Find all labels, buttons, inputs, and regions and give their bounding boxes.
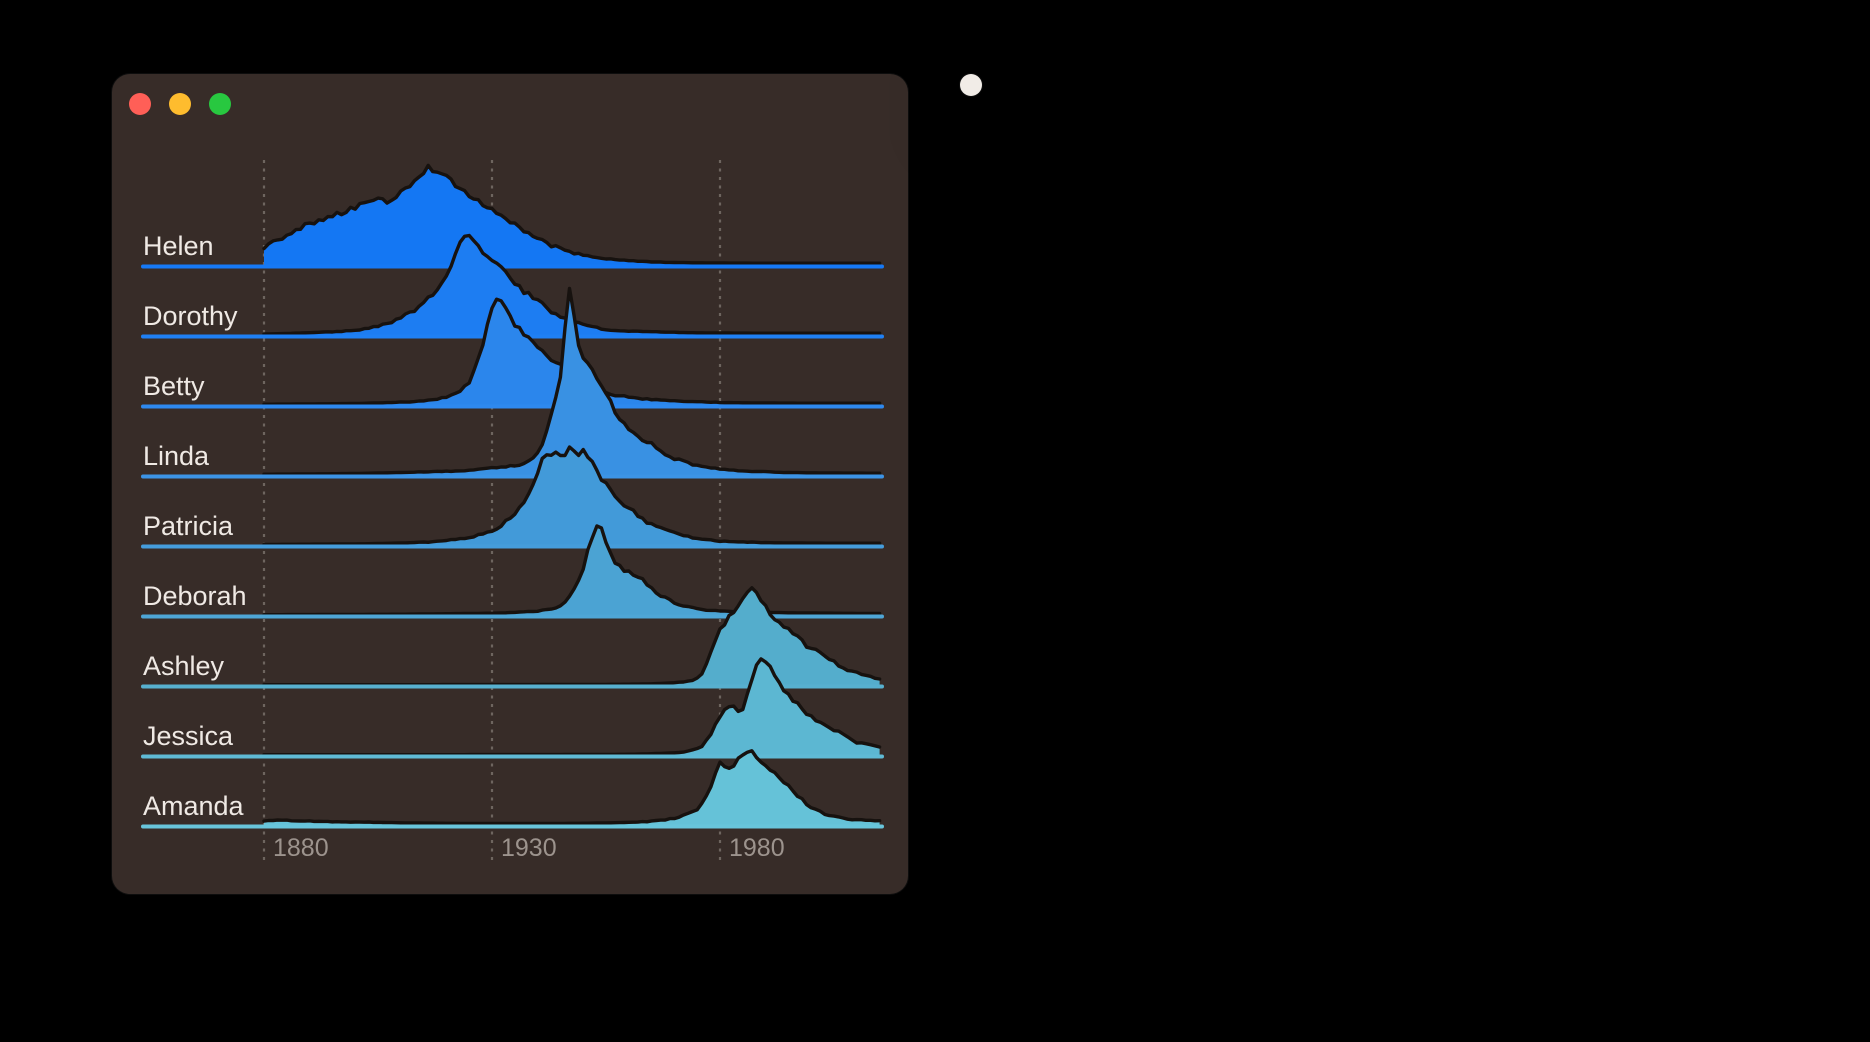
ridgeline-chart-light: HelenDorothyBettyLindaPatriciaDeborahAsh… xyxy=(960,74,982,96)
row-label-helen: Helen xyxy=(143,231,214,261)
row-label-betty: Betty xyxy=(143,371,205,401)
density-fill-ashley xyxy=(264,587,880,685)
row-label-jessica: Jessica xyxy=(143,721,234,751)
row-label-dorothy: Dorothy xyxy=(143,301,238,331)
row-label-patricia: Patricia xyxy=(143,511,234,541)
row-label-ashley: Ashley xyxy=(143,651,225,681)
traffic-lights xyxy=(129,93,231,115)
x-tick-label-1930: 1930 xyxy=(501,834,557,862)
density-fill-jessica xyxy=(264,658,880,755)
density-fill-amanda xyxy=(264,750,880,825)
minimize-button[interactable] xyxy=(169,93,191,115)
density-fill-patricia xyxy=(264,447,880,545)
row-label-deborah: Deborah xyxy=(143,581,247,611)
density-outline-patricia xyxy=(262,445,882,547)
density-fill-dorothy xyxy=(264,235,880,335)
density-fill-deborah xyxy=(264,526,880,615)
density-outline-linda xyxy=(262,286,882,476)
density-fill-helen xyxy=(264,165,880,265)
x-tick-label-1880: 1880 xyxy=(273,834,329,862)
window-dark-theme: Helen Dorothy Betty Linda Patricia Deborah Ash… xyxy=(112,74,908,894)
x-tick-label-1980: 1980 xyxy=(729,834,785,862)
zoom-button[interactable] xyxy=(209,93,231,115)
row-label-amanda: Amanda xyxy=(143,791,245,821)
window-light-theme: Helen Dorothy Betty Linda Patricia Deborah Ash… xyxy=(960,74,982,96)
density-outline-amanda xyxy=(262,749,882,826)
density-fill-linda xyxy=(264,288,880,475)
density-outline-helen xyxy=(262,163,882,265)
density-outline-deborah xyxy=(262,524,882,617)
titlebar[interactable] xyxy=(112,74,908,134)
traffic-lights xyxy=(977,93,982,96)
row-label-linda: Linda xyxy=(143,441,210,471)
close-button[interactable] xyxy=(129,93,151,115)
ridgeline-chart-dark: Helen Dorothy Betty Linda Patricia Deborah Ash… xyxy=(141,160,884,862)
titlebar[interactable] xyxy=(960,74,982,96)
